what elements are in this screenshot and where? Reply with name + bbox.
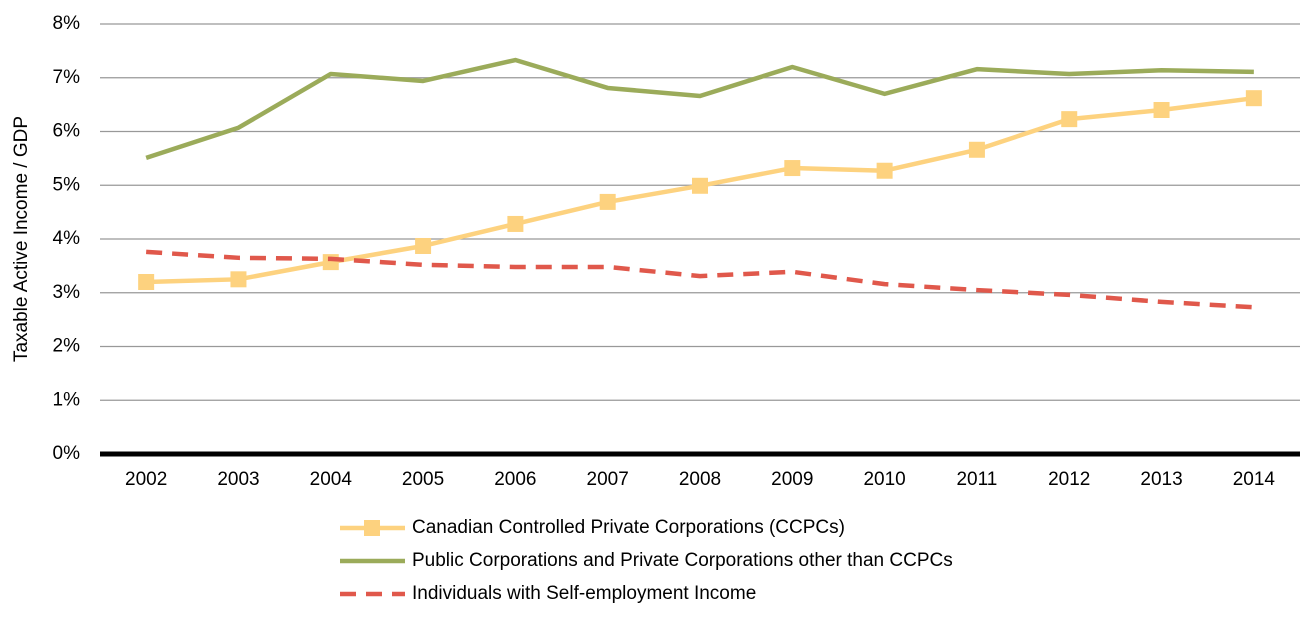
x-tick-label: 2006 xyxy=(494,469,536,490)
x-tick-label: 2005 xyxy=(402,469,444,490)
y-tick-label: 8% xyxy=(53,13,81,34)
marker xyxy=(876,162,893,179)
series-line xyxy=(145,57,1254,160)
marker xyxy=(507,215,524,232)
x-tick-label: 2011 xyxy=(956,469,997,490)
marker xyxy=(968,141,985,158)
x-tick-label: 2010 xyxy=(863,469,905,490)
x-tick-label: 2013 xyxy=(1140,469,1182,490)
y-axis-title: Taxable Active Income / GDP xyxy=(11,116,32,362)
x-tick-label: 2012 xyxy=(1048,469,1090,490)
marker xyxy=(1245,90,1262,107)
marker xyxy=(322,254,339,271)
y-tick-label: 1% xyxy=(53,389,81,410)
legend-label: Canadian Controlled Private Corporations… xyxy=(412,517,845,538)
series-line xyxy=(146,249,1254,310)
y-tick-label: 2% xyxy=(53,336,81,357)
y-tick-label: 6% xyxy=(53,121,81,142)
marker xyxy=(1061,111,1078,128)
x-tick-label: 2014 xyxy=(1233,469,1276,490)
marker xyxy=(138,274,155,290)
x-tick-label: 2007 xyxy=(587,469,629,490)
marker xyxy=(230,271,247,288)
x-tick-label: 2004 xyxy=(310,469,353,490)
y-tick-label: 0% xyxy=(53,443,81,464)
marker xyxy=(415,237,432,254)
marker xyxy=(1153,102,1170,118)
y-tick-label: 5% xyxy=(53,174,81,195)
y-tick-label: 4% xyxy=(53,228,81,249)
y-tick-label: 3% xyxy=(53,282,81,303)
legend-label: Public Corporations and Private Corporat… xyxy=(412,550,953,571)
marker xyxy=(692,177,708,194)
x-tick-label: 2008 xyxy=(679,469,721,490)
x-tick-label: 2009 xyxy=(771,469,813,490)
marker xyxy=(784,160,801,177)
legend-marker xyxy=(364,520,380,536)
x-tick-label: 2002 xyxy=(125,469,167,490)
marker xyxy=(599,193,616,210)
x-tick-label: 2003 xyxy=(217,469,259,490)
legend-label: Individuals with Self-employment Income xyxy=(412,583,756,604)
y-tick-label: 7% xyxy=(53,67,81,88)
